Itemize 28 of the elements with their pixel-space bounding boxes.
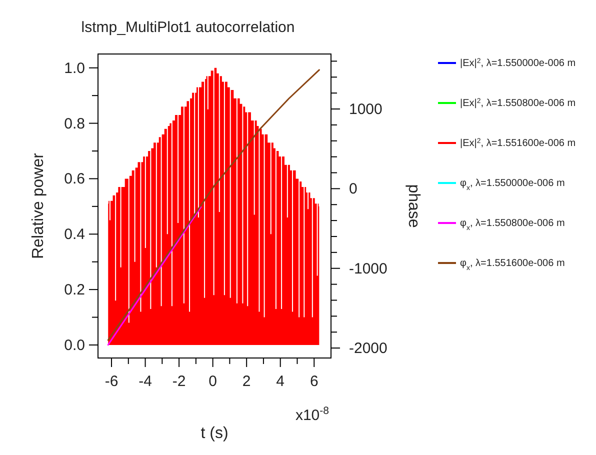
x-tick-label: -2 <box>172 373 186 390</box>
y-tick-label: 0.0 <box>64 336 85 354</box>
y-axis-title: Relative power <box>30 152 47 259</box>
x-tick-label: -4 <box>138 373 152 390</box>
y2-tick-label: 0 <box>349 180 358 198</box>
x-tick-label: -6 <box>104 373 118 390</box>
x-tick-label: 2 <box>242 373 251 390</box>
y2-axis-title: phase <box>405 184 422 228</box>
y-tick-label: 0.8 <box>64 115 85 132</box>
y2-tick-label: 1000 <box>349 100 382 118</box>
text: x10$^{-8}$ <box>295 405 330 424</box>
legend-label: |Ex|$^{2}$, λ=1.551600e-006 m <box>460 138 576 149</box>
x-tick-label: 0 <box>208 373 217 390</box>
legend-label: φ$_{x}$, λ=1.550000e-006 m <box>460 178 565 192</box>
legend-label: φ$_{x}$, λ=1.550800e-006 m <box>460 218 565 232</box>
y2-tick-label: -1000 <box>349 260 388 278</box>
y2-tick-label: -2000 <box>349 340 388 358</box>
x-axis-title: t (s) <box>200 425 228 442</box>
y-tick-label: 0.2 <box>64 282 85 299</box>
x-tick-label: 6 <box>310 373 318 390</box>
x-tick-label: 4 <box>276 373 285 390</box>
y-tick-label: 1.0 <box>64 60 85 77</box>
legend-label: φ$_{x}$, λ=1.551600e-006 m <box>460 258 565 272</box>
chart-title: lstmp_MultiPlot1 autocorrelation <box>81 19 295 36</box>
y-tick-label: 0.4 <box>64 226 85 244</box>
legend-label: |Ex|$^{2}$, λ=1.550800e-006 m <box>460 98 576 109</box>
y-tick-label: 0.6 <box>64 170 85 188</box>
legend-label: |Ex|$^{2}$, λ=1.550000e-006 m <box>460 58 576 69</box>
